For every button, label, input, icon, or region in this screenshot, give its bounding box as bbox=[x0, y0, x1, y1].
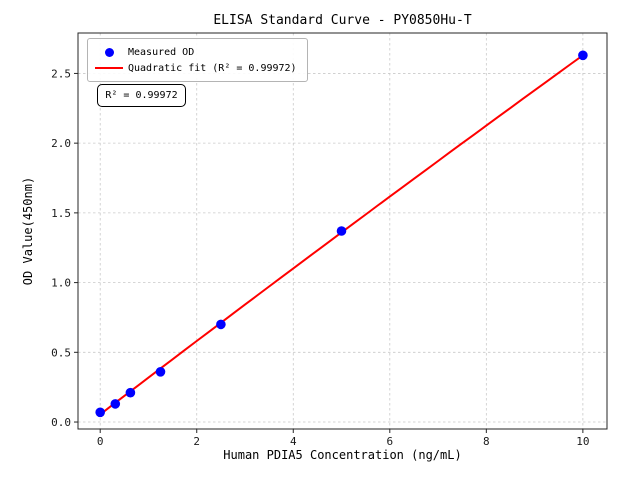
x-tick-label: 8 bbox=[483, 435, 490, 448]
x-tick-label: 0 bbox=[97, 435, 104, 448]
data-point bbox=[216, 319, 226, 330]
data-point bbox=[578, 50, 588, 61]
y-tick-label: 2.5 bbox=[51, 67, 71, 80]
measured-od-marker-icon bbox=[104, 47, 114, 57]
quadratic-fit-marker-icon bbox=[95, 67, 123, 69]
y-tick-label: 1.0 bbox=[51, 277, 71, 290]
y-axis-label: OD Value(450nm) bbox=[21, 176, 35, 286]
legend-label-quadratic-fit: Quadratic fit (R² = 0.99972) bbox=[128, 62, 297, 74]
x-tick-label: 2 bbox=[193, 435, 200, 448]
r-squared-annotation: R² = 0.99972 bbox=[97, 84, 186, 107]
legend-label-measured-od: Measured OD bbox=[128, 46, 195, 58]
y-tick-label: 0.0 bbox=[51, 416, 71, 429]
legend-item-measured-od: Measured OD bbox=[94, 47, 297, 58]
legend-item-quadratic-fit: Quadratic fit (R² = 0.99972) bbox=[94, 63, 297, 74]
data-point bbox=[95, 407, 105, 418]
data-point bbox=[336, 226, 347, 236]
x-axis-label: Human PDIA5 Concentration (ng/mL) bbox=[223, 448, 462, 462]
x-tick-label: 4 bbox=[290, 435, 297, 448]
y-tick-label: 0.5 bbox=[51, 346, 71, 359]
y-tick-label: 1.5 bbox=[51, 207, 71, 220]
data-point bbox=[125, 387, 136, 398]
y-tick-label: 2.0 bbox=[51, 137, 71, 150]
chart-title: ELISA Standard Curve - PY0850Hu-T bbox=[213, 13, 472, 28]
x-tick-label: 6 bbox=[386, 435, 393, 448]
legend: Measured OD Quadratic fit (R² = 0.99972) bbox=[87, 38, 308, 82]
data-point bbox=[110, 399, 121, 409]
data-point bbox=[155, 367, 166, 377]
x-tick-label: 10 bbox=[576, 435, 589, 448]
plot-border bbox=[77, 32, 608, 430]
